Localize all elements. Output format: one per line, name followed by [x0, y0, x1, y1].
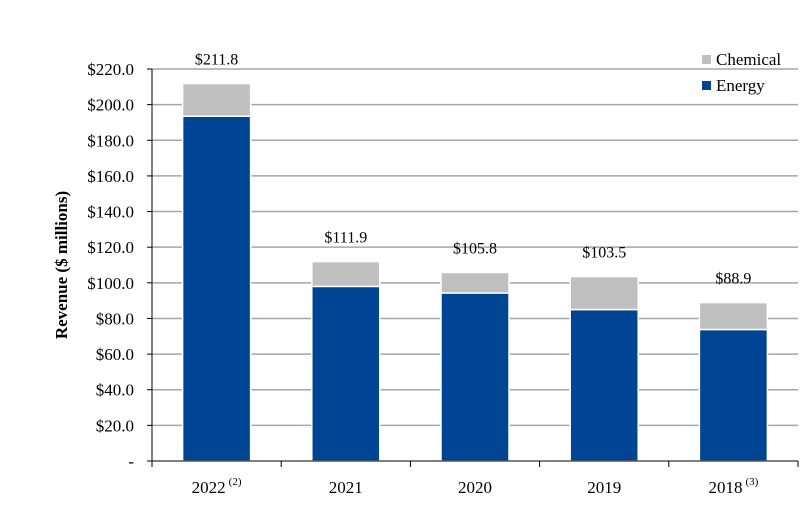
bar-total-label: $111.9 — [324, 230, 367, 247]
y-tick-label: $160.0 — [87, 167, 134, 186]
y-tick-label: $140.0 — [87, 203, 134, 222]
bar-energy-2021 — [311, 285, 381, 462]
legend-swatch-chemical — [702, 55, 711, 64]
bar-chemical-2018 — [698, 301, 769, 331]
y-tick-label: $80.0 — [96, 309, 134, 328]
axes — [147, 68, 799, 467]
legend-label-energy: Energy — [716, 76, 765, 95]
bar-total-label: $211.8 — [195, 52, 238, 69]
bar-energy-2020 — [440, 292, 510, 462]
bar-energy-2022 — [181, 115, 252, 462]
x-category-label: 2021 — [329, 478, 363, 497]
legend: Chemical Energy — [702, 50, 781, 95]
bar-chemical-2021 — [311, 260, 381, 288]
y-tick-label: $20.0 — [96, 416, 134, 435]
y-axis-title: Revenue ($ millions) — [52, 191, 71, 339]
bar-energy-2018 — [698, 328, 769, 462]
y-tick-label: $220.0 — [87, 60, 134, 79]
x-category-label: 2018 (3) — [708, 476, 758, 497]
y-tick-label: - — [128, 452, 134, 471]
legend-swatch-energy — [702, 81, 711, 90]
bar-total-label: $105.8 — [453, 240, 497, 257]
bar-chemical-2022 — [181, 82, 252, 117]
x-category-label: 2019 — [587, 478, 621, 497]
x-category-label: 2022 (2) — [192, 476, 242, 497]
legend-label-chemical: Chemical — [716, 50, 781, 69]
y-tick-label: $100.0 — [87, 274, 134, 293]
y-tick-label: $40.0 — [96, 381, 134, 400]
bar-total-label: $88.9 — [715, 271, 751, 288]
bar-chemical-2020 — [440, 271, 510, 294]
y-tick-label: $60.0 — [96, 345, 134, 364]
bar-total-label: $103.5 — [582, 245, 626, 262]
x-category-label: 2020 — [458, 478, 492, 497]
bar-energy-2019 — [569, 308, 639, 462]
y-tick-label: $180.0 — [87, 131, 134, 150]
y-tick-label: $200.0 — [87, 96, 134, 115]
bars — [181, 82, 769, 462]
bar-chemical-2019 — [569, 275, 639, 311]
labels: - $20.0 $40.0 $60.0 $80.0 $100.0 $120.0 $140.0 $… — [52, 52, 759, 497]
y-tick-label: $120.0 — [87, 238, 134, 257]
